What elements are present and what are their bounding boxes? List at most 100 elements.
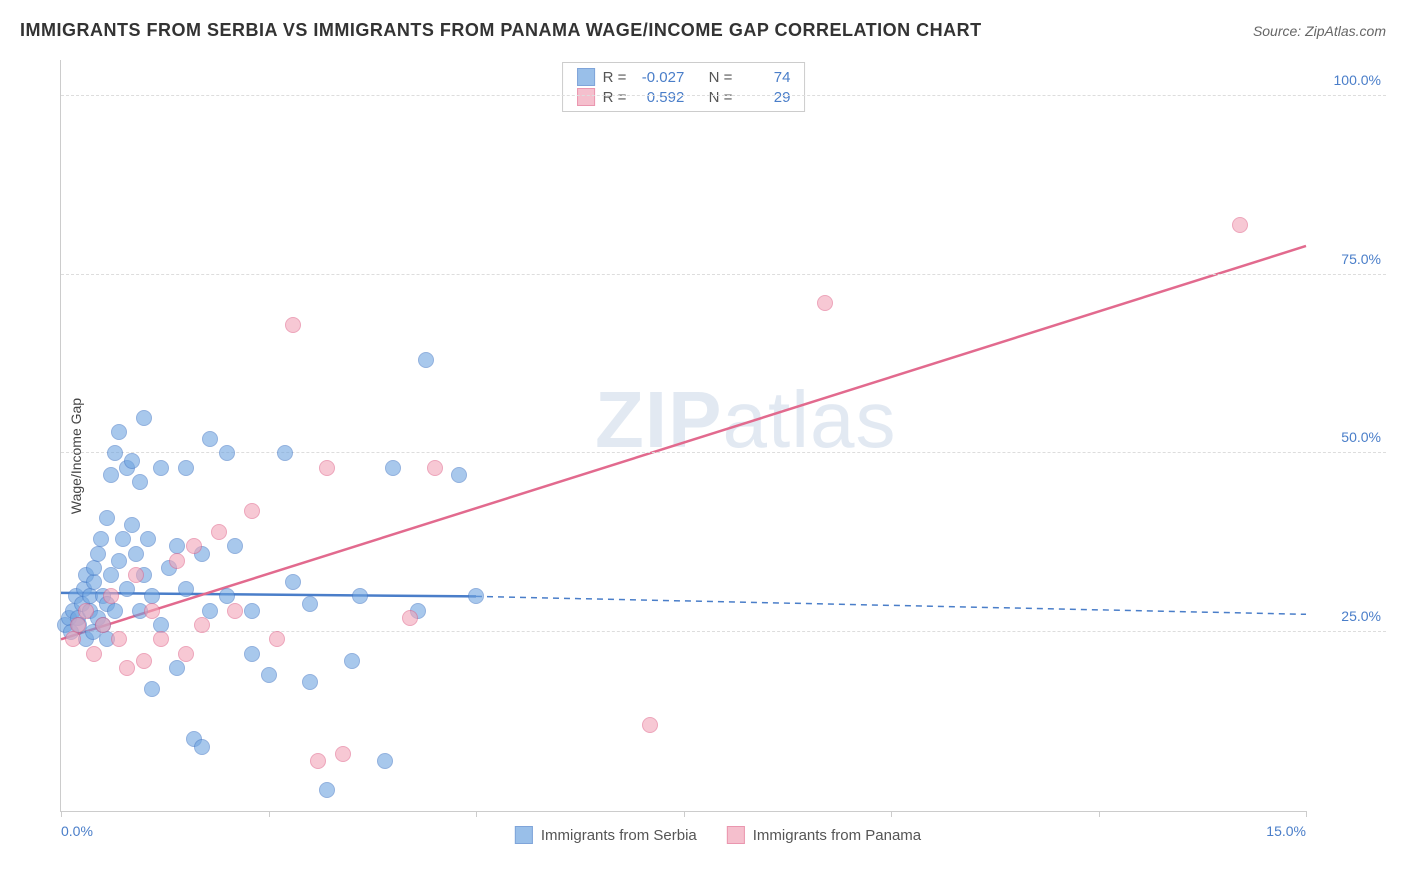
- data-point: [261, 667, 277, 683]
- x-tick: [1099, 811, 1100, 817]
- n-value-panama: 29: [740, 89, 790, 106]
- x-tick-label: 15.0%: [1266, 823, 1306, 839]
- data-point: [352, 588, 368, 604]
- data-point: [93, 531, 109, 547]
- data-point: [86, 560, 102, 576]
- trend-lines-layer: [61, 60, 1306, 811]
- data-point: [1232, 217, 1248, 233]
- data-point: [194, 739, 210, 755]
- data-point: [153, 460, 169, 476]
- x-tick: [269, 811, 270, 817]
- data-point: [451, 467, 467, 483]
- data-point: [244, 503, 260, 519]
- swatch-panama: [577, 88, 595, 106]
- data-point: [277, 445, 293, 461]
- legend-item-panama: Immigrants from Panama: [727, 826, 921, 844]
- data-point: [817, 295, 833, 311]
- swatch-serbia: [577, 68, 595, 86]
- data-point: [335, 746, 351, 762]
- n-label: N =: [709, 69, 733, 86]
- source-link[interactable]: ZipAtlas.com: [1305, 23, 1386, 39]
- r-value-serbia: -0.027: [634, 69, 684, 86]
- x-tick: [684, 811, 685, 817]
- data-point: [124, 453, 140, 469]
- legend-label-panama: Immigrants from Panama: [753, 827, 921, 844]
- data-point: [642, 717, 658, 733]
- data-point: [169, 660, 185, 676]
- data-point: [144, 603, 160, 619]
- legend-label-serbia: Immigrants from Serbia: [541, 827, 697, 844]
- data-point: [128, 546, 144, 562]
- data-point: [285, 574, 301, 590]
- r-label: R =: [603, 69, 627, 86]
- data-point: [103, 588, 119, 604]
- data-point: [227, 538, 243, 554]
- gridline: [61, 452, 1386, 453]
- n-label: N =: [709, 89, 733, 106]
- gridline: [61, 274, 1386, 275]
- trend-line: [61, 246, 1306, 639]
- data-point: [140, 531, 156, 547]
- y-tick-label: 25.0%: [1341, 608, 1381, 624]
- data-point: [169, 553, 185, 569]
- chart-header: IMMIGRANTS FROM SERBIA VS IMMIGRANTS FRO…: [20, 20, 1386, 41]
- data-point: [344, 653, 360, 669]
- x-tick: [1306, 811, 1307, 817]
- data-point: [178, 646, 194, 662]
- x-tick: [61, 811, 62, 817]
- data-point: [128, 567, 144, 583]
- data-point: [103, 567, 119, 583]
- data-point: [95, 617, 111, 633]
- stats-row-panama: R = 0.592 N = 29: [577, 87, 791, 107]
- data-point: [202, 603, 218, 619]
- data-point: [70, 617, 86, 633]
- data-point: [310, 753, 326, 769]
- data-point: [178, 460, 194, 476]
- data-point: [202, 431, 218, 447]
- data-point: [227, 603, 243, 619]
- r-value-panama: 0.592: [634, 89, 684, 106]
- data-point: [111, 553, 127, 569]
- data-point: [211, 524, 227, 540]
- data-point: [136, 653, 152, 669]
- data-point: [186, 538, 202, 554]
- data-point: [111, 424, 127, 440]
- data-point: [402, 610, 418, 626]
- x-tick: [476, 811, 477, 817]
- data-point: [144, 681, 160, 697]
- gridline: [61, 95, 1386, 96]
- y-tick-label: 100.0%: [1334, 72, 1381, 88]
- correlation-stats-box: R = -0.027 N = 74 R = 0.592 N = 29: [562, 62, 806, 112]
- data-point: [319, 782, 335, 798]
- legend-item-serbia: Immigrants from Serbia: [515, 826, 697, 844]
- data-point: [302, 596, 318, 612]
- data-point: [78, 603, 94, 619]
- legend-swatch-serbia: [515, 826, 533, 844]
- data-point: [385, 460, 401, 476]
- gridline: [61, 631, 1386, 632]
- data-point: [319, 460, 335, 476]
- x-tick-label: 0.0%: [61, 823, 93, 839]
- source-prefix: Source:: [1253, 23, 1305, 39]
- data-point: [302, 674, 318, 690]
- n-value-serbia: 74: [740, 69, 790, 86]
- data-point: [111, 631, 127, 647]
- data-point: [418, 352, 434, 368]
- chart-area: Wage/Income Gap ZIPatlas R = -0.027 N = …: [50, 60, 1386, 852]
- y-tick-label: 75.0%: [1341, 251, 1381, 267]
- data-point: [99, 510, 115, 526]
- trend-line-extrapolated: [476, 596, 1306, 614]
- data-point: [107, 445, 123, 461]
- scatter-plot: ZIPatlas R = -0.027 N = 74 R = 0.592 N =…: [60, 60, 1306, 812]
- legend-swatch-panama: [727, 826, 745, 844]
- data-point: [86, 646, 102, 662]
- stats-row-serbia: R = -0.027 N = 74: [577, 67, 791, 87]
- data-point: [219, 445, 235, 461]
- data-point: [153, 631, 169, 647]
- data-point: [90, 546, 106, 562]
- data-point: [377, 753, 393, 769]
- data-point: [103, 467, 119, 483]
- data-point: [285, 317, 301, 333]
- x-tick: [891, 811, 892, 817]
- data-point: [244, 603, 260, 619]
